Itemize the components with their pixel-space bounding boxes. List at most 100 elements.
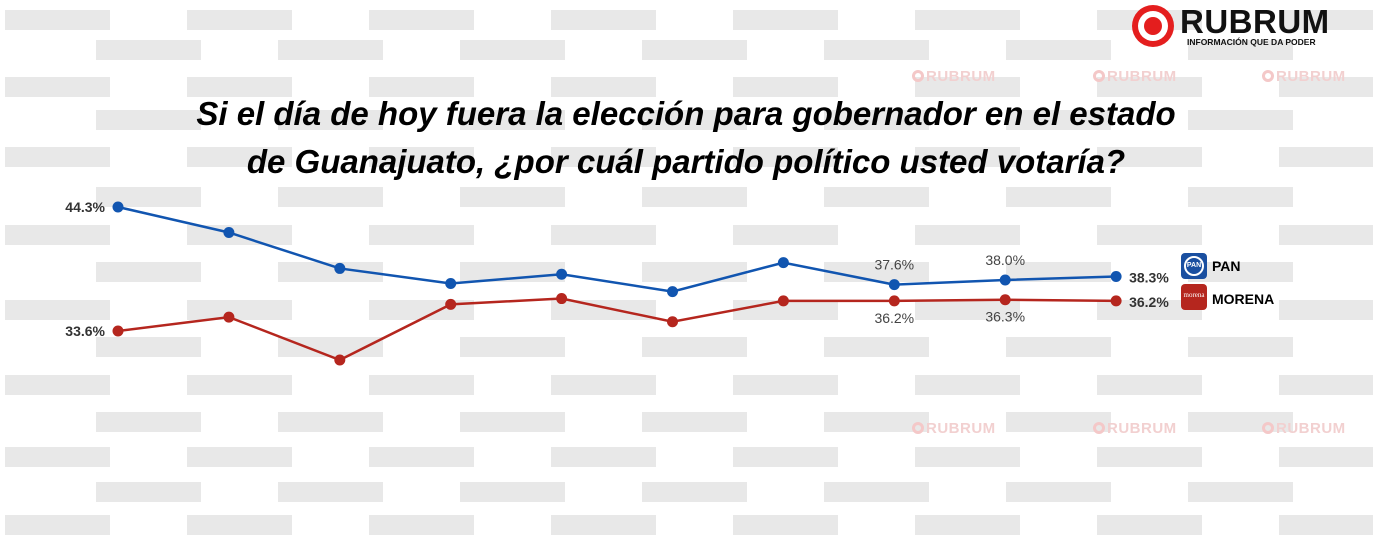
watermark-block bbox=[187, 10, 292, 30]
watermark-block bbox=[1097, 147, 1202, 167]
watermark-logo: RUBRUM bbox=[1093, 68, 1177, 86]
legend-pan: PAN bbox=[1212, 258, 1241, 274]
pan-badge-text: PAN bbox=[1184, 256, 1204, 276]
watermark-block bbox=[1097, 225, 1202, 245]
watermark-block bbox=[551, 225, 656, 245]
watermark-block bbox=[369, 515, 474, 535]
watermark-block bbox=[460, 412, 565, 432]
data-point-pan bbox=[667, 286, 678, 298]
data-label-morena: 36.2% bbox=[1129, 294, 1169, 310]
watermark-block bbox=[1188, 40, 1293, 60]
watermark-block bbox=[642, 337, 747, 357]
watermark-block bbox=[278, 412, 383, 432]
watermark-block bbox=[642, 187, 747, 207]
data-label-pan: 44.3% bbox=[65, 199, 105, 215]
data-point-pan bbox=[445, 277, 457, 289]
watermark-block bbox=[5, 10, 110, 30]
data-point-morena bbox=[445, 298, 457, 310]
watermark-block bbox=[96, 187, 201, 207]
watermark-block bbox=[5, 77, 110, 97]
watermark-block bbox=[1006, 40, 1111, 60]
data-point-morena bbox=[999, 294, 1011, 306]
data-point-morena bbox=[556, 293, 568, 305]
watermark-block bbox=[460, 482, 565, 502]
data-label-morena: 36.3% bbox=[985, 309, 1025, 325]
watermark-block bbox=[460, 110, 565, 130]
watermark-block bbox=[551, 77, 656, 97]
data-label-pan: 37.6% bbox=[874, 257, 914, 273]
watermark-block bbox=[96, 40, 201, 60]
watermark-block bbox=[1097, 77, 1202, 97]
watermark-block bbox=[1188, 187, 1293, 207]
watermark-block bbox=[1188, 482, 1293, 502]
data-point-morena bbox=[777, 295, 789, 307]
watermark-block bbox=[1188, 337, 1293, 357]
watermark-block bbox=[733, 515, 838, 535]
watermark-block bbox=[1279, 147, 1373, 167]
watermark-block bbox=[5, 300, 110, 320]
watermark-block bbox=[1006, 482, 1111, 502]
watermark-block bbox=[1097, 447, 1202, 467]
title-line-1: Si el día de hoy fuera la elección para … bbox=[196, 95, 1176, 132]
watermark-block bbox=[733, 225, 838, 245]
watermark-block bbox=[824, 337, 929, 357]
data-point-morena bbox=[888, 295, 900, 307]
data-point-morena bbox=[1110, 295, 1122, 307]
pan-logo-icon: PAN bbox=[1181, 253, 1207, 279]
watermark-block bbox=[1097, 375, 1202, 395]
watermark-block bbox=[642, 262, 747, 282]
watermark-block bbox=[915, 77, 1020, 97]
watermark-logo: RUBRUM bbox=[912, 420, 996, 438]
watermark-block bbox=[915, 147, 1020, 167]
watermark-block bbox=[824, 187, 929, 207]
watermark-block bbox=[1188, 110, 1293, 130]
watermark-block bbox=[369, 147, 474, 167]
watermark-block bbox=[915, 515, 1020, 535]
data-point-morena bbox=[667, 316, 678, 328]
data-point-pan bbox=[112, 201, 124, 213]
data-label-pan: 38.3% bbox=[1129, 270, 1169, 286]
watermark-block bbox=[1097, 300, 1202, 320]
watermark-block bbox=[733, 10, 838, 30]
watermark-block bbox=[369, 375, 474, 395]
watermark-block bbox=[96, 262, 201, 282]
watermark-block bbox=[369, 77, 474, 97]
data-point-morena bbox=[112, 325, 124, 337]
chart-title: Si el día de hoy fuera la elección para … bbox=[36, 90, 1336, 186]
watermark-block bbox=[642, 110, 747, 130]
watermark-block bbox=[5, 375, 110, 395]
watermark-block bbox=[187, 447, 292, 467]
data-point-pan bbox=[999, 274, 1011, 286]
legend-morena: MORENA bbox=[1212, 291, 1275, 307]
watermark-block bbox=[915, 375, 1020, 395]
watermark-block bbox=[187, 300, 292, 320]
data-point-morena bbox=[223, 311, 235, 323]
watermark-block bbox=[187, 147, 292, 167]
logo-target-icon bbox=[1132, 5, 1174, 47]
watermark-block bbox=[369, 10, 474, 30]
watermark-block bbox=[1006, 110, 1111, 130]
watermark-block bbox=[1006, 412, 1111, 432]
watermark-block bbox=[1188, 262, 1293, 282]
watermark-block bbox=[733, 147, 838, 167]
watermark-block bbox=[5, 225, 110, 245]
watermark-block bbox=[1279, 375, 1373, 395]
data-label-pan: 38.0% bbox=[985, 252, 1025, 268]
watermark-block bbox=[1279, 515, 1373, 535]
watermark-block bbox=[278, 482, 383, 502]
watermark-block bbox=[1279, 225, 1373, 245]
watermark-block bbox=[824, 110, 929, 130]
title-line-2: de Guanajuato, ¿por cuál partido polític… bbox=[246, 143, 1126, 180]
watermark-block bbox=[915, 300, 1020, 320]
watermark-block bbox=[733, 375, 838, 395]
watermark-block bbox=[96, 337, 201, 357]
watermark-block bbox=[915, 10, 1020, 30]
watermark-block bbox=[642, 482, 747, 502]
data-point-pan bbox=[1110, 271, 1122, 283]
watermark-block bbox=[551, 447, 656, 467]
watermark-block bbox=[278, 187, 383, 207]
watermark-block bbox=[1097, 515, 1202, 535]
logo-name: RUBRUM bbox=[1180, 3, 1330, 40]
watermark-block bbox=[187, 375, 292, 395]
